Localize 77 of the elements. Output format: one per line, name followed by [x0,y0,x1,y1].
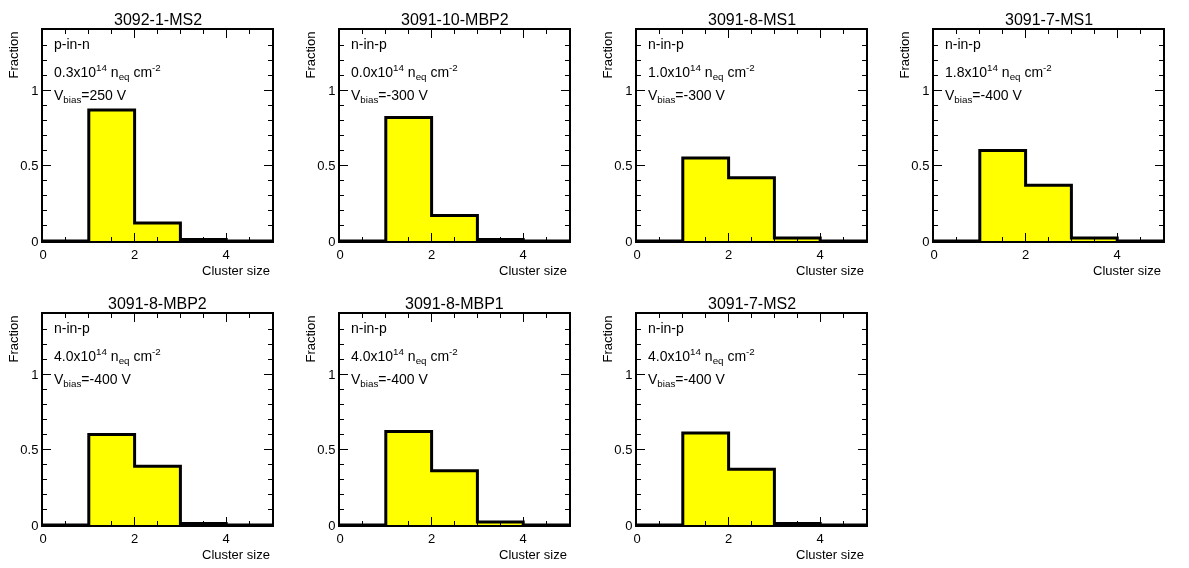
y-tick-label: 0.5 [20,158,39,174]
annotation: n-in-p [351,320,388,336]
annotation: 4.0x10$^{14}$ n$_{eq}$ cm$^{-2}$ [648,346,755,366]
x-tick-label: 4 [222,530,230,546]
annotation: 1.0x10$^{14}$ n$_{eq}$ cm$^{-2}$ [648,62,755,82]
x-tick-label: 4 [816,530,824,546]
annotation: 0.0x10$^{14}$ n$_{eq}$ cm$^{-2}$ [351,62,458,82]
y-axis-title: Fraction [302,315,318,363]
y-tick-label: 1 [922,82,930,98]
annotation: n-in-p [648,36,685,52]
x-tick-label: 2 [130,530,139,546]
y-tick-label: 1 [328,366,336,382]
chart-title: 3092-1-MS2 [114,11,203,28]
y-tick-label: 1 [31,366,39,382]
annotation: V$_{bias}$=-400 V [945,87,1023,105]
y-tick-label: 1 [625,82,633,98]
annotation: 4.0x10$^{14}$ n$_{eq}$ cm$^{-2}$ [351,346,458,366]
y-axis-title: Fraction [5,315,21,363]
x-tick-label: 2 [724,246,733,262]
y-tick-label: 0.5 [614,158,633,174]
annotation: 1.8x10$^{14}$ n$_{eq}$ cm$^{-2}$ [945,62,1052,82]
x-axis-title: Cluster size [202,263,270,278]
x-tick-label: 4 [519,246,527,262]
x-axis-title: Cluster size [796,263,864,278]
chart-title: 3091-8-MS1 [708,11,797,28]
y-tick-label: 0 [922,233,930,249]
annotation: V$_{bias}$=-400 V [351,371,429,389]
y-tick-label: 0.5 [911,158,930,174]
x-tick-label: 2 [427,246,436,262]
x-axis-title: Cluster size [796,547,864,562]
x-tick-label: 4 [816,246,824,262]
y-tick-label: 0.5 [614,442,633,458]
annotation: p-in-n [54,36,90,52]
annotation: V$_{bias}$=-300 V [648,87,726,105]
annotation: V$_{bias}$=-300 V [351,87,429,105]
y-axis-title: Fraction [896,31,912,79]
x-axis-title: Cluster size [499,263,567,278]
x-axis-title: Cluster size [1093,263,1161,278]
y-tick-label: 0.5 [20,442,39,458]
y-axis-title: Fraction [5,31,21,79]
chart-title: 3091-8-MBP2 [108,295,207,312]
annotation: 0.3x10$^{14}$ n$_{eq}$ cm$^{-2}$ [54,62,161,82]
x-axis-title: Cluster size [499,547,567,562]
annotation: V$_{bias}$=-400 V [648,371,726,389]
y-tick-label: 0 [328,517,336,533]
y-tick-label: 0.5 [317,158,336,174]
x-tick-label: 2 [130,246,139,262]
annotation: V$_{bias}$=-400 V [54,371,132,389]
chart-title: 3091-8-MBP1 [405,295,504,312]
chart-title: 3091-7-MS1 [1005,11,1094,28]
x-tick-label: 2 [724,530,733,546]
y-axis-title: Fraction [599,315,615,363]
y-tick-label: 0 [31,517,39,533]
x-tick-label: 2 [1021,246,1030,262]
y-tick-label: 0 [625,233,633,249]
annotation: n-in-p [54,320,91,336]
y-axis-title: Fraction [599,31,615,79]
y-tick-label: 0.5 [317,442,336,458]
annotation: 4.0x10$^{14}$ n$_{eq}$ cm$^{-2}$ [54,346,161,366]
y-axis-title: Fraction [302,31,318,79]
annotation: n-in-p [351,36,388,52]
x-tick-label: 4 [222,246,230,262]
chart-title: 3091-7-MS2 [708,295,797,312]
y-tick-label: 1 [31,82,39,98]
annotation: V$_{bias}$=250 V [54,87,127,105]
x-tick-label: 4 [1113,246,1121,262]
y-tick-label: 0 [625,517,633,533]
annotation: n-in-p [648,320,685,336]
x-axis-title: Cluster size [202,547,270,562]
annotation: n-in-p [945,36,982,52]
chart-title: 3091-10-MBP2 [401,11,509,28]
x-tick-label: 2 [427,530,436,546]
y-tick-label: 1 [625,366,633,382]
x-tick-label: 4 [519,530,527,546]
y-tick-label: 0 [31,233,39,249]
y-tick-label: 0 [328,233,336,249]
y-tick-label: 1 [328,82,336,98]
